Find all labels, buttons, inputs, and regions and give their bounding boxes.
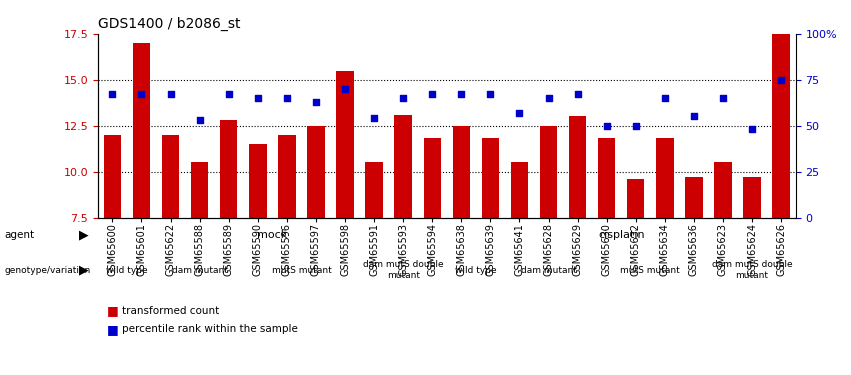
Text: wild type: wild type [106,266,148,274]
Point [629,123,643,129]
Text: mutS mutant: mutS mutant [271,266,331,274]
Point [368,115,381,121]
Text: dam mutS double
mutant: dam mutS double mutant [711,261,792,280]
Text: cisplatin: cisplatin [598,230,644,240]
Text: agent: agent [4,230,34,240]
Point [745,126,759,132]
Bar [482,138,499,218]
Bar [685,177,703,218]
Point [106,92,119,98]
Bar [307,126,325,218]
Bar [336,70,354,217]
Point [687,113,700,119]
Bar [133,43,151,218]
Bar [540,126,557,218]
Bar [278,135,295,218]
Text: ■: ■ [106,304,118,317]
Bar [104,135,121,218]
Bar [773,34,790,218]
Bar [365,162,383,218]
Text: dam mutant: dam mutant [521,266,576,274]
Point [542,95,556,101]
Bar [598,138,615,218]
Text: GDS1400 / b2086_st: GDS1400 / b2086_st [98,17,240,32]
Bar [744,177,761,218]
Text: percentile rank within the sample: percentile rank within the sample [122,324,298,334]
Point [134,92,148,98]
Bar [656,138,674,218]
Text: ▶: ▶ [78,264,89,277]
Point [251,95,265,101]
Bar [453,126,470,218]
Point [309,99,323,105]
Bar [714,162,732,218]
Text: ■: ■ [106,323,118,336]
Bar [424,138,441,218]
Point [600,123,614,129]
Point [512,110,526,116]
Point [397,95,410,101]
Text: dam mutant: dam mutant [172,266,227,274]
Bar [191,162,208,218]
Point [338,86,351,92]
Text: mutS mutant: mutS mutant [620,266,680,274]
Text: ▶: ▶ [78,228,89,242]
Point [571,92,585,98]
Point [222,92,236,98]
Point [280,95,294,101]
Point [483,92,497,98]
Bar [511,162,528,218]
Text: wild type: wild type [455,266,497,274]
Text: dam mutS double
mutant: dam mutS double mutant [363,261,443,280]
Bar [568,116,586,218]
Point [193,117,207,123]
Bar [162,135,180,218]
Point [454,92,468,98]
Point [717,95,730,101]
Text: genotype/variation: genotype/variation [4,266,90,274]
Point [163,92,177,98]
Bar [627,179,644,218]
Point [774,77,788,83]
Text: mock: mock [257,230,288,240]
Point [658,95,671,101]
Bar [249,144,266,218]
Point [426,92,439,98]
Bar [394,115,412,218]
Bar [220,120,237,218]
Text: transformed count: transformed count [122,306,219,315]
